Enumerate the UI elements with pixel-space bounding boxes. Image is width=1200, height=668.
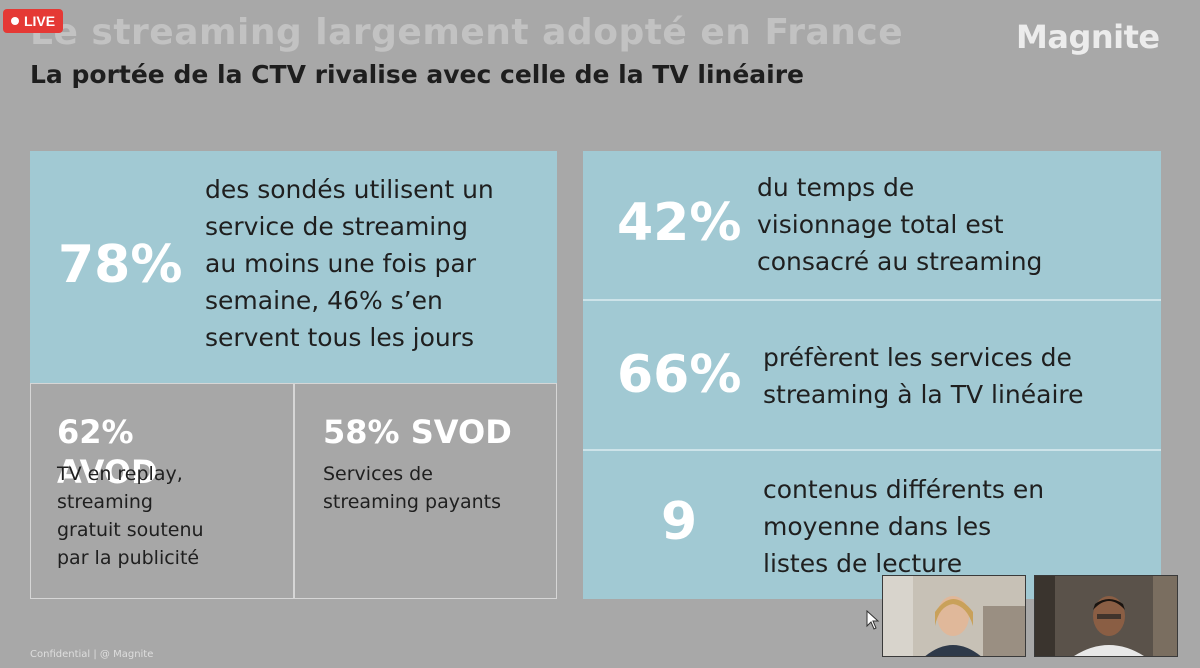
stat-value: 9 — [661, 492, 698, 552]
stat-tile-svod: 58% SVOD Services de streaming payants — [294, 383, 557, 599]
stat-description: préfèrent les services de streaming à la… — [763, 339, 1084, 413]
stat-line: semaine, 46% s’en — [205, 286, 443, 315]
svod-headline: 58% SVOD — [323, 413, 512, 451]
stat-line: streaming à la TV linéaire — [763, 380, 1084, 409]
stat-value: 78% — [58, 235, 183, 295]
mouse-pointer-icon — [866, 610, 880, 630]
participant-1-thumbnail — [883, 576, 1025, 656]
participant-video-2[interactable] — [1034, 575, 1178, 657]
stat-line: servent tous les jours — [205, 323, 475, 352]
stat-line: contenus différents en — [763, 475, 1045, 504]
stat-line: préfèrent les services de — [763, 343, 1072, 372]
participant-video-1[interactable] — [882, 575, 1026, 657]
stat-line: des sondés utilisent un — [205, 175, 494, 204]
stat-line: consacré au streaming — [757, 247, 1043, 276]
avod-percent: 62% — [57, 413, 134, 451]
stat-line: moyenne dans les — [763, 512, 992, 541]
stat-tile-playlist-content: 9 contenus différents en moyenne dans le… — [583, 449, 1161, 599]
avod-description: TV en replay, streaming gratuit soutenu … — [57, 460, 204, 572]
avod-line: TV en replay, — [57, 463, 183, 485]
avod-line: streaming — [57, 491, 153, 513]
stat-line: visionnage total est — [757, 210, 1004, 239]
live-label: LIVE — [23, 13, 56, 29]
slide-footer: Confidential | @ Magnite — [30, 649, 154, 660]
slide-title: Le streaming largement adopté en France — [30, 12, 904, 53]
stat-description: contenus différents en moyenne dans les … — [763, 471, 1044, 582]
slide-subtitle: La portée de la CTV rivalise avec celle … — [30, 60, 804, 89]
stat-value: 42% — [617, 193, 742, 253]
stat-value: 66% — [617, 345, 742, 405]
stat-description: des sondés utilisent un service de strea… — [205, 171, 494, 356]
stat-tile-viewing-time: 42% du temps de visionnage total est con… — [583, 151, 1161, 299]
live-dot-icon — [10, 17, 19, 25]
avod-line: par la publicité — [57, 547, 200, 569]
stat-line: du temps de — [757, 173, 915, 202]
stat-tile-avod: 62% AVOD TV en replay, streaming gratuit… — [30, 383, 294, 599]
stat-line: au moins une fois par — [205, 249, 477, 278]
magnite-logo: Magnite — [1016, 18, 1160, 56]
participant-2-thumbnail — [1035, 576, 1177, 656]
stat-tile-weekly-streaming: 78% des sondés utilisent un service de s… — [30, 151, 557, 383]
avod-label: AVOD — [57, 453, 158, 491]
stat-line: service de streaming — [205, 212, 468, 241]
live-badge: LIVE — [3, 9, 63, 33]
avod-line: gratuit soutenu — [57, 519, 204, 541]
stat-tile-preference: 66% préfèrent les services de streaming … — [583, 299, 1161, 449]
svod-line: streaming payants — [323, 491, 501, 513]
stat-description: du temps de visionnage total est consacr… — [757, 169, 1042, 280]
stat-line: listes de lecture — [763, 549, 963, 578]
svod-line: Services de — [323, 463, 433, 485]
svod-description: Services de streaming payants — [323, 460, 501, 516]
